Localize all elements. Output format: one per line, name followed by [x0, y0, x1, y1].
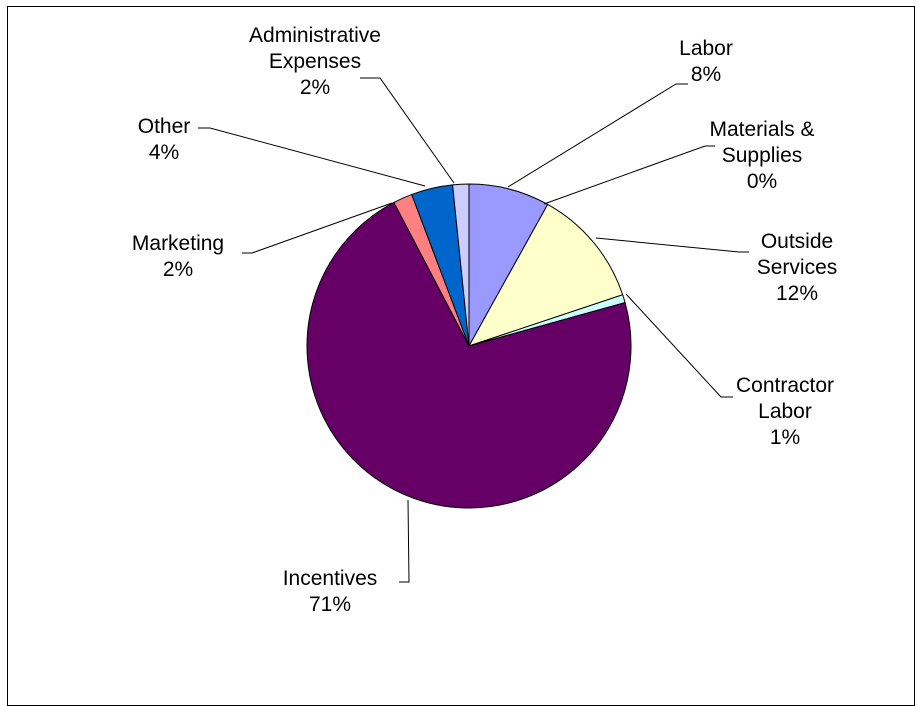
pie-chart: Labor 8% Materials & Supplies 0% Outside Servi… — [132, 24, 838, 616]
leader-line-outside-services — [595, 237, 749, 253]
leader-line-incentives — [399, 499, 410, 583]
data-label-incentives: Incentives 71% — [283, 567, 378, 616]
leader-line-administrative-expenses — [360, 77, 455, 184]
pie-slice-administrative-expenses — [452, 183, 470, 347]
data-label-materials-and-supplies: Materials & Supplies 0% — [709, 118, 814, 193]
pie-slice-incentives — [306, 201, 632, 509]
leader-line-labor — [507, 83, 688, 188]
leader-line-other — [198, 127, 426, 187]
leader-line-marketing — [242, 202, 393, 254]
data-label-administrative-expenses: Administrative Expenses 2% — [249, 24, 381, 99]
leader-line-contractor-labor — [625, 293, 733, 398]
data-label-labor: Labor 8% — [679, 37, 733, 86]
leader-line-materials-and-supplies — [543, 145, 715, 205]
data-label-marketing: Marketing 2% — [132, 232, 224, 281]
data-label-other: Other 4% — [138, 115, 191, 164]
data-label-contractor-labor: Contractor Labor 1% — [736, 374, 834, 449]
data-label-outside-services: Outside Services 12% — [757, 230, 838, 305]
pie-slice-outside-services — [467, 203, 624, 347]
